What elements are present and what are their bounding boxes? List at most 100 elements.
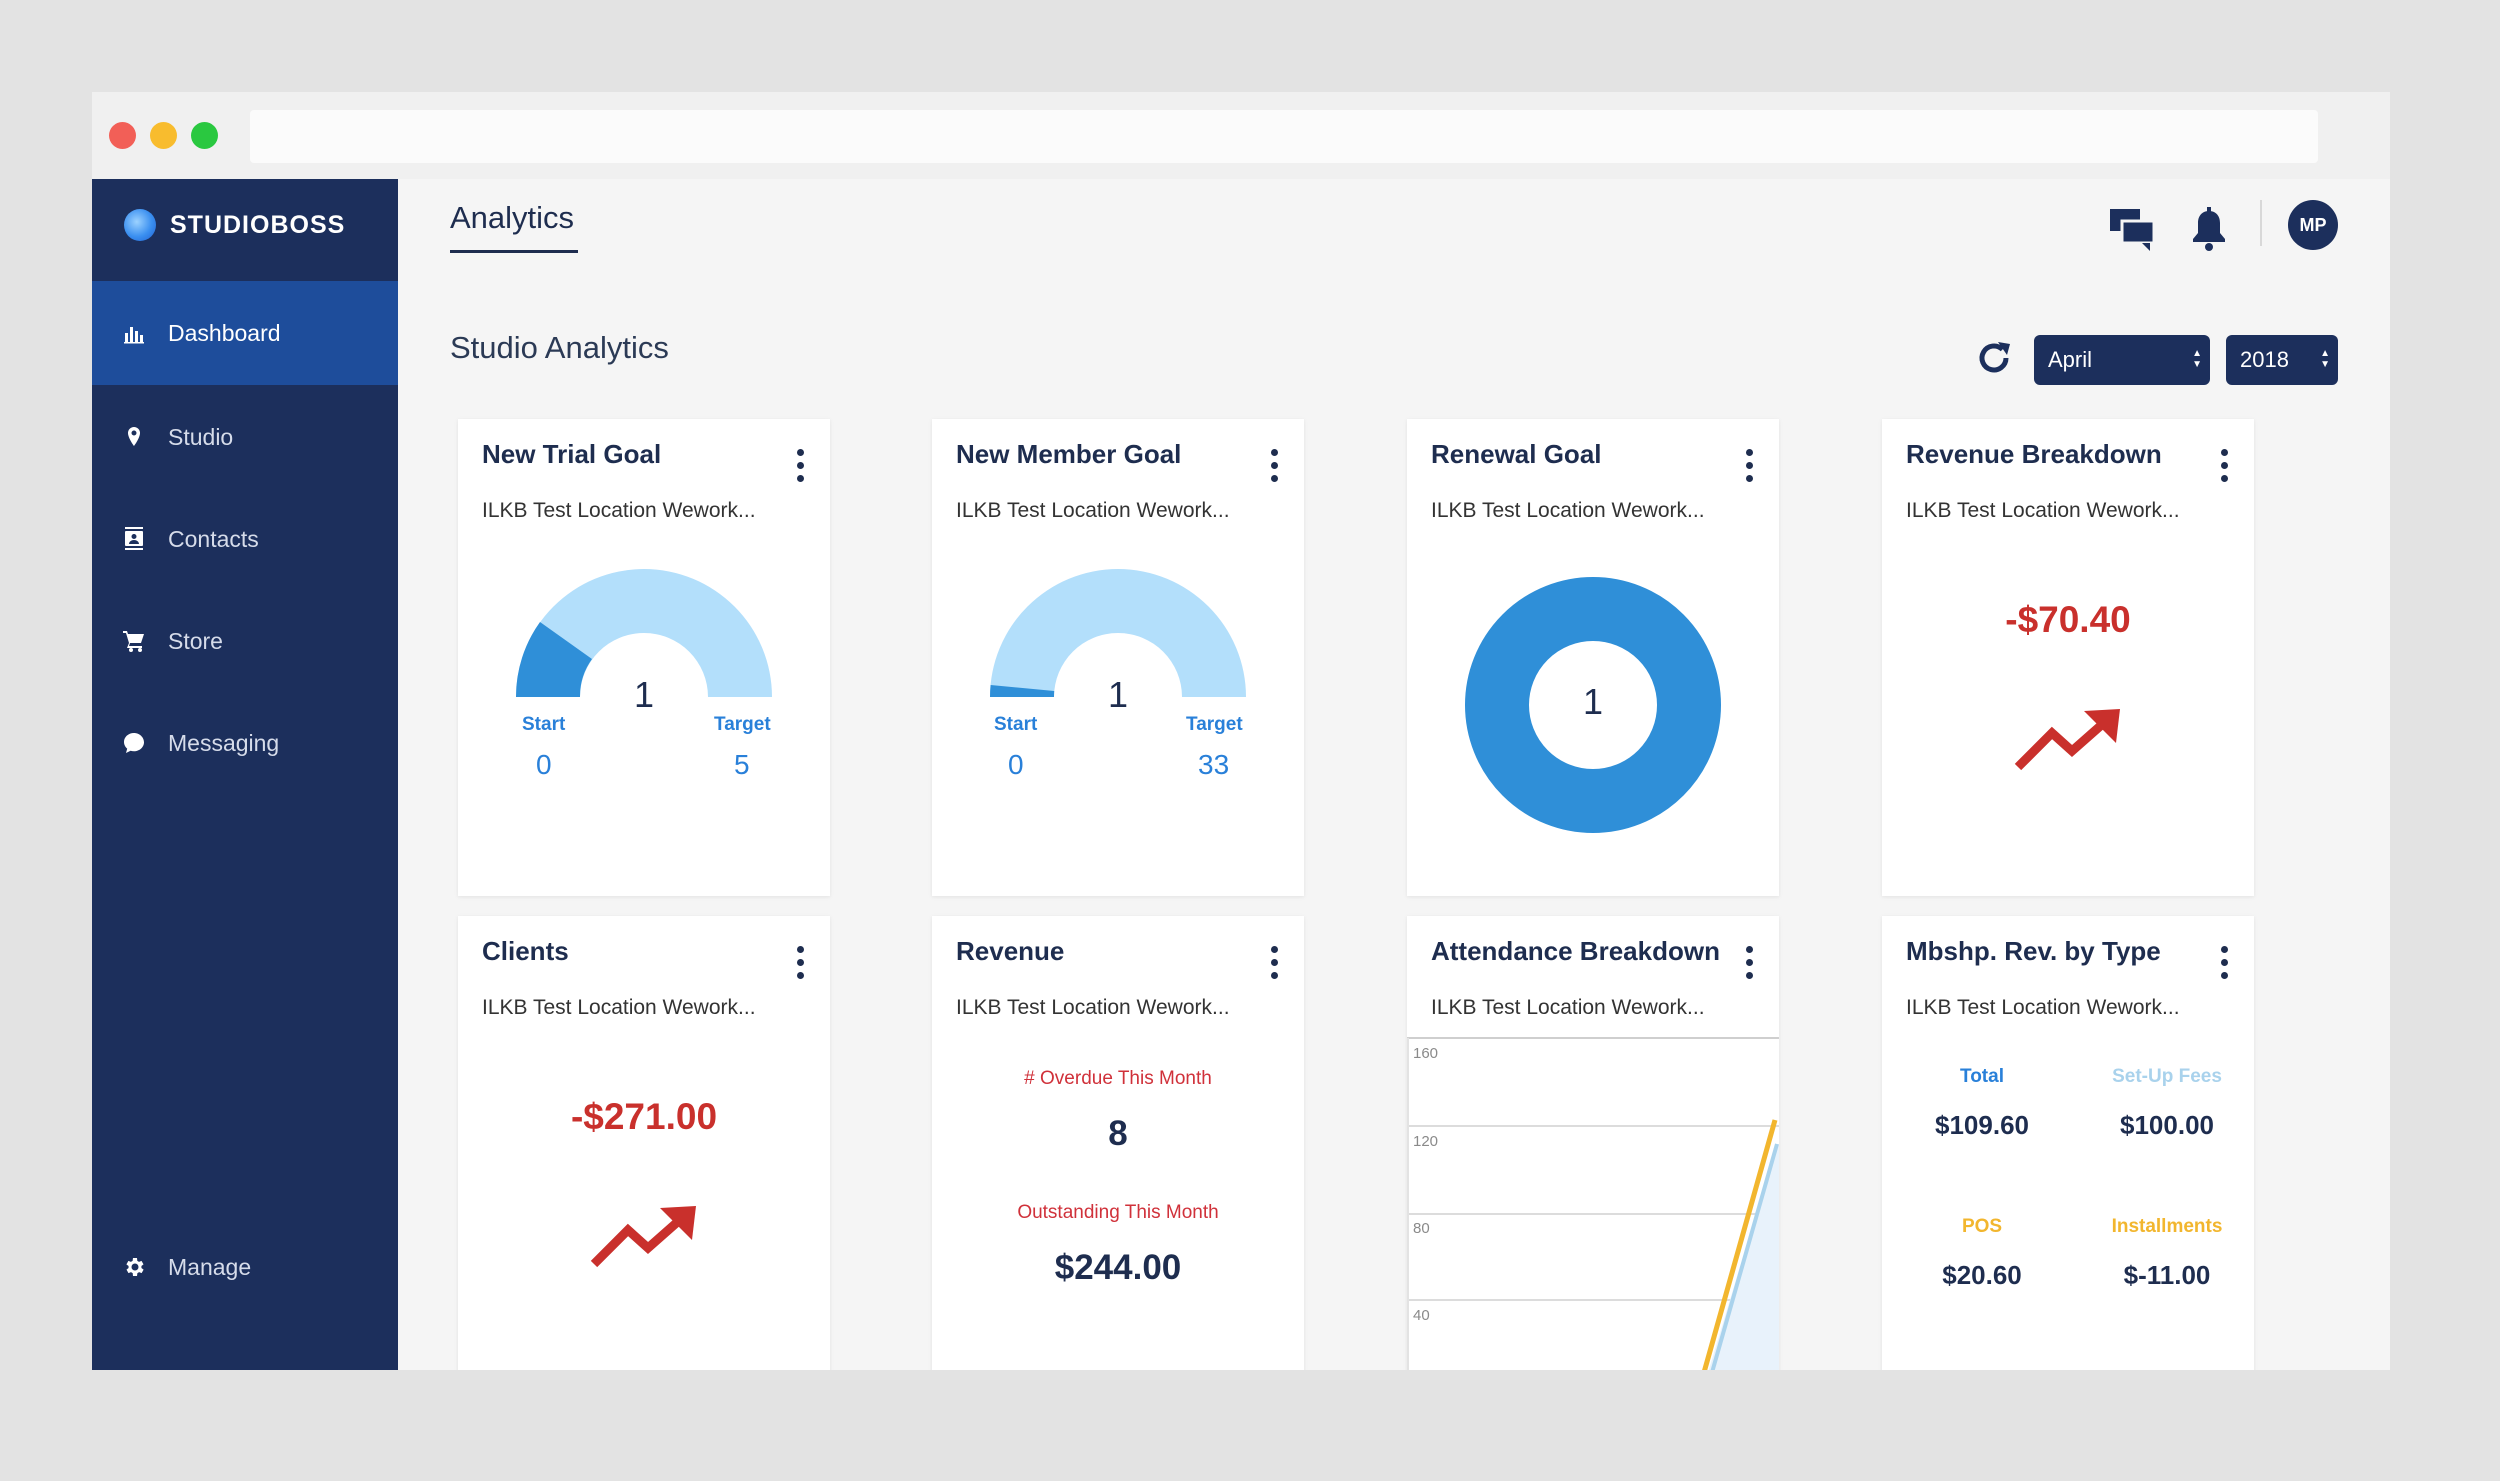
more-options-icon[interactable] bbox=[2221, 946, 2229, 985]
y-tick-40: 40 bbox=[1413, 1307, 1430, 1324]
more-options-icon[interactable] bbox=[1271, 449, 1279, 488]
month-select-value: April bbox=[2048, 347, 2093, 372]
card-subtitle: ILKB Test Location Wework... bbox=[956, 499, 1230, 522]
revenue-breakdown-amount: -$70.40 bbox=[2005, 599, 2131, 640]
y-tick-160: 160 bbox=[1413, 1045, 1438, 1062]
overdue-value: 8 bbox=[1108, 1114, 1128, 1153]
attendance-line-yellow bbox=[1702, 1119, 1778, 1370]
card-subtitle: ILKB Test Location Wework... bbox=[1431, 996, 1705, 1019]
brand[interactable]: STUDIOBOSS bbox=[124, 205, 345, 245]
card-attendance-breakdown: Attendance Breakdown ILKB Test Location … bbox=[1407, 916, 1779, 1370]
trial-gauge-chart bbox=[515, 569, 772, 697]
gauge-start-value: 0 bbox=[1008, 749, 1024, 780]
gauge-target-label: Target bbox=[1186, 714, 1243, 735]
address-bar[interactable] bbox=[250, 110, 2318, 163]
contacts-icon bbox=[125, 527, 143, 550]
year-select[interactable]: 2018 ▲ ▼ bbox=[2226, 335, 2338, 385]
renewal-donut-chart bbox=[1465, 577, 1721, 833]
installments-label: Installments bbox=[2111, 1216, 2223, 1237]
card-subtitle: ILKB Test Location Wework... bbox=[482, 499, 756, 522]
sidebar-item-label: Contacts bbox=[168, 525, 259, 552]
section-title: Studio Analytics bbox=[450, 330, 669, 365]
trending-up-icon bbox=[2014, 709, 2120, 771]
gauge-start-label: Start bbox=[522, 714, 566, 735]
bar-chart-icon bbox=[124, 327, 144, 344]
attendance-line-chart: 160 120 80 40 bbox=[1407, 1037, 1779, 1370]
attendance-line-blue bbox=[1710, 1143, 1779, 1370]
gauge-target-value: 33 bbox=[1198, 749, 1230, 780]
setup-fees-label: Set-Up Fees bbox=[2112, 1066, 2222, 1087]
minimize-window-button[interactable] bbox=[150, 122, 177, 149]
total-label: Total bbox=[1960, 1066, 2004, 1087]
header-divider bbox=[2260, 200, 2262, 246]
card-title: Revenue Breakdown bbox=[1906, 439, 2162, 469]
card-revenue: Revenue ILKB Test Location Wework... # O… bbox=[932, 916, 1304, 1370]
month-select[interactable]: April ▲ ▼ bbox=[2034, 335, 2210, 385]
card-title: Revenue bbox=[956, 936, 1065, 966]
sidebar-item-manage[interactable]: Manage bbox=[92, 1215, 398, 1319]
sidebar-item-store[interactable]: Store bbox=[92, 589, 398, 693]
sidebar-item-messaging[interactable]: Messaging bbox=[92, 691, 398, 795]
card-subtitle: ILKB Test Location Wework... bbox=[956, 996, 1230, 1019]
sidebar-item-contacts[interactable]: Contacts bbox=[92, 487, 398, 591]
sidebar-item-studio[interactable]: Studio bbox=[92, 385, 398, 489]
card-clients: Clients ILKB Test Location Wework... -$2… bbox=[458, 916, 830, 1370]
gauge-target-label: Target bbox=[714, 714, 771, 735]
card-title: Attendance Breakdown bbox=[1431, 936, 1720, 966]
installments-value: $-11.00 bbox=[2123, 1260, 2211, 1290]
card-subtitle: ILKB Test Location Wework... bbox=[1906, 499, 2180, 522]
close-window-button[interactable] bbox=[109, 122, 136, 149]
bell-icon[interactable] bbox=[2189, 207, 2229, 253]
card-title: Clients bbox=[482, 936, 569, 966]
overdue-label: # Overdue This Month bbox=[1024, 1068, 1212, 1089]
gauge-start-label: Start bbox=[994, 714, 1038, 735]
card-renewal-goal: Renewal Goal ILKB Test Location Wework..… bbox=[1407, 419, 1779, 896]
trending-up-icon bbox=[590, 1206, 696, 1268]
map-pin-icon bbox=[128, 427, 140, 446]
gauge-value: 1 bbox=[1107, 674, 1129, 715]
sidebar-item-label: Store bbox=[168, 627, 223, 654]
page-title[interactable]: Analytics bbox=[450, 200, 575, 235]
pos-value: $20.60 bbox=[1942, 1260, 2022, 1290]
select-arrows-icon: ▲ ▼ bbox=[2192, 348, 2202, 370]
gauge-target-value: 5 bbox=[734, 749, 750, 780]
card-title: Renewal Goal bbox=[1431, 439, 1602, 469]
maximize-window-button[interactable] bbox=[191, 122, 218, 149]
chat-icon[interactable] bbox=[2110, 209, 2156, 253]
brand-logo-icon bbox=[124, 209, 156, 241]
sidebar-item-label: Manage bbox=[168, 1253, 252, 1280]
sidebar-item-dashboard[interactable]: Dashboard bbox=[92, 281, 398, 385]
gauge-value: 1 bbox=[633, 674, 655, 715]
select-arrows-icon: ▲ ▼ bbox=[2320, 348, 2330, 370]
more-options-icon[interactable] bbox=[1746, 449, 1754, 488]
card-new-trial-goal: New Trial Goal ILKB Test Location Wework… bbox=[458, 419, 830, 896]
chat-bubble-icon bbox=[124, 733, 144, 753]
card-title: New Trial Goal bbox=[482, 439, 662, 469]
y-tick-120: 120 bbox=[1413, 1133, 1438, 1150]
year-select-value: 2018 bbox=[2240, 347, 2289, 372]
member-gauge-chart bbox=[990, 569, 1246, 697]
sidebar: STUDIOBOSS Dashboard Studio Contacts Sto… bbox=[92, 179, 398, 1370]
more-options-icon[interactable] bbox=[797, 946, 805, 985]
outstanding-value: $244.00 bbox=[1054, 1248, 1182, 1287]
sidebar-item-label: Messaging bbox=[168, 729, 280, 756]
more-options-icon[interactable] bbox=[797, 449, 805, 488]
card-revenue-breakdown: Revenue Breakdown ILKB Test Location Wew… bbox=[1882, 419, 2254, 896]
card-mbshp-rev-by-type: Mbshp. Rev. by Type ILKB Test Location W… bbox=[1882, 916, 2254, 1370]
more-options-icon[interactable] bbox=[1746, 946, 1754, 985]
card-new-member-goal: New Member Goal ILKB Test Location Wewor… bbox=[932, 419, 1304, 896]
pos-label: POS bbox=[1961, 1216, 2003, 1237]
refresh-icon[interactable] bbox=[1974, 338, 2014, 378]
sidebar-item-label: Studio bbox=[168, 423, 234, 450]
brand-name: STUDIOBOSS bbox=[170, 210, 346, 239]
card-title: Mbshp. Rev. by Type bbox=[1906, 936, 2161, 966]
card-subtitle: ILKB Test Location Wework... bbox=[1431, 499, 1705, 522]
page-title-underline bbox=[450, 250, 578, 253]
gear-icon bbox=[126, 1258, 144, 1276]
more-options-icon[interactable] bbox=[1271, 946, 1279, 985]
clients-amount: -$271.00 bbox=[570, 1096, 718, 1137]
y-tick-80: 80 bbox=[1413, 1220, 1430, 1237]
setup-fees-value: $100.00 bbox=[2120, 1110, 2214, 1140]
more-options-icon[interactable] bbox=[2221, 449, 2229, 488]
avatar[interactable]: MP bbox=[2288, 200, 2338, 250]
